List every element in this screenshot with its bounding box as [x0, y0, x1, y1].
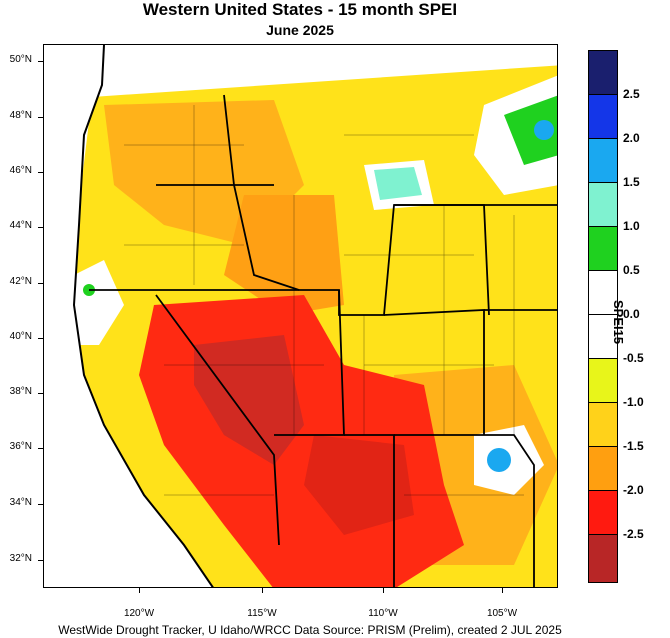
- map-subtitle: June 2025: [266, 22, 334, 38]
- legend-swatch: [589, 271, 617, 315]
- lon-label: 115°W: [247, 608, 277, 619]
- lat-label: 50°N: [9, 54, 32, 65]
- legend-swatch: [589, 227, 617, 271]
- legend-swatch: [589, 315, 617, 359]
- legend-swatch: [589, 51, 617, 95]
- lat-tick: [38, 61, 43, 62]
- legend-tick-label: -1.5: [623, 439, 644, 453]
- lon-tick: [139, 588, 140, 593]
- legend-tick-label: -1.0: [623, 395, 644, 409]
- lat-tick: [38, 283, 43, 284]
- legend-tick-label: 1.5: [623, 175, 640, 189]
- legend-colorbar: [588, 50, 618, 583]
- lat-tick: [38, 393, 43, 394]
- legend-swatch: [589, 447, 617, 491]
- lat-tick: [38, 172, 43, 173]
- lon-tick: [262, 588, 263, 593]
- lon-tick: [502, 588, 503, 593]
- lat-label: 36°N: [9, 441, 32, 452]
- legend-tick-label: -0.5: [623, 351, 644, 365]
- map-title: Western United States - 15 month SPEI: [142, 0, 458, 19]
- lat-label: 44°N: [9, 220, 32, 231]
- lat-label: 34°N: [9, 497, 32, 508]
- legend-tick-label: 2.5: [623, 87, 640, 101]
- spei-map: [43, 44, 558, 588]
- lon-tick: [383, 588, 384, 593]
- legend-tick-label: 1.0: [623, 219, 640, 233]
- lat-tick: [38, 227, 43, 228]
- legend-title: SPEI15: [611, 300, 626, 345]
- lon-label: 105°W: [486, 608, 518, 619]
- legend-tick-label: -2.0: [623, 483, 644, 497]
- footer-credit: WestWide Drought Tracker, U Idaho/WRCC D…: [58, 623, 562, 637]
- legend-swatch: [589, 139, 617, 183]
- legend-tick-label: 0.0: [623, 307, 640, 321]
- lat-tick: [38, 560, 43, 561]
- lat-label: 32°N: [9, 553, 32, 564]
- legend-swatch: [589, 359, 617, 403]
- lat-label: 42°N: [9, 276, 32, 287]
- lat-tick: [38, 504, 43, 505]
- lat-label: 48°N: [9, 110, 32, 121]
- lat-label: 40°N: [9, 331, 32, 342]
- legend-tick-label: 0.5: [623, 263, 640, 277]
- lat-tick: [38, 117, 43, 118]
- lat-label: 46°N: [9, 165, 32, 176]
- lat-label: 38°N: [9, 386, 32, 397]
- lat-tick: [38, 448, 43, 449]
- lon-label: 110°W: [368, 608, 398, 619]
- legend-swatch: [589, 183, 617, 227]
- legend-swatch: [589, 95, 617, 139]
- legend-swatch: [589, 535, 617, 582]
- map-canvas: [44, 45, 557, 587]
- lat-tick: [38, 338, 43, 339]
- lon-label: 120°W: [123, 608, 155, 619]
- legend-tick-label: 2.0: [623, 131, 640, 145]
- legend-tick-label: -2.5: [623, 527, 644, 541]
- legend-swatch: [589, 403, 617, 447]
- legend-swatch: [589, 491, 617, 535]
